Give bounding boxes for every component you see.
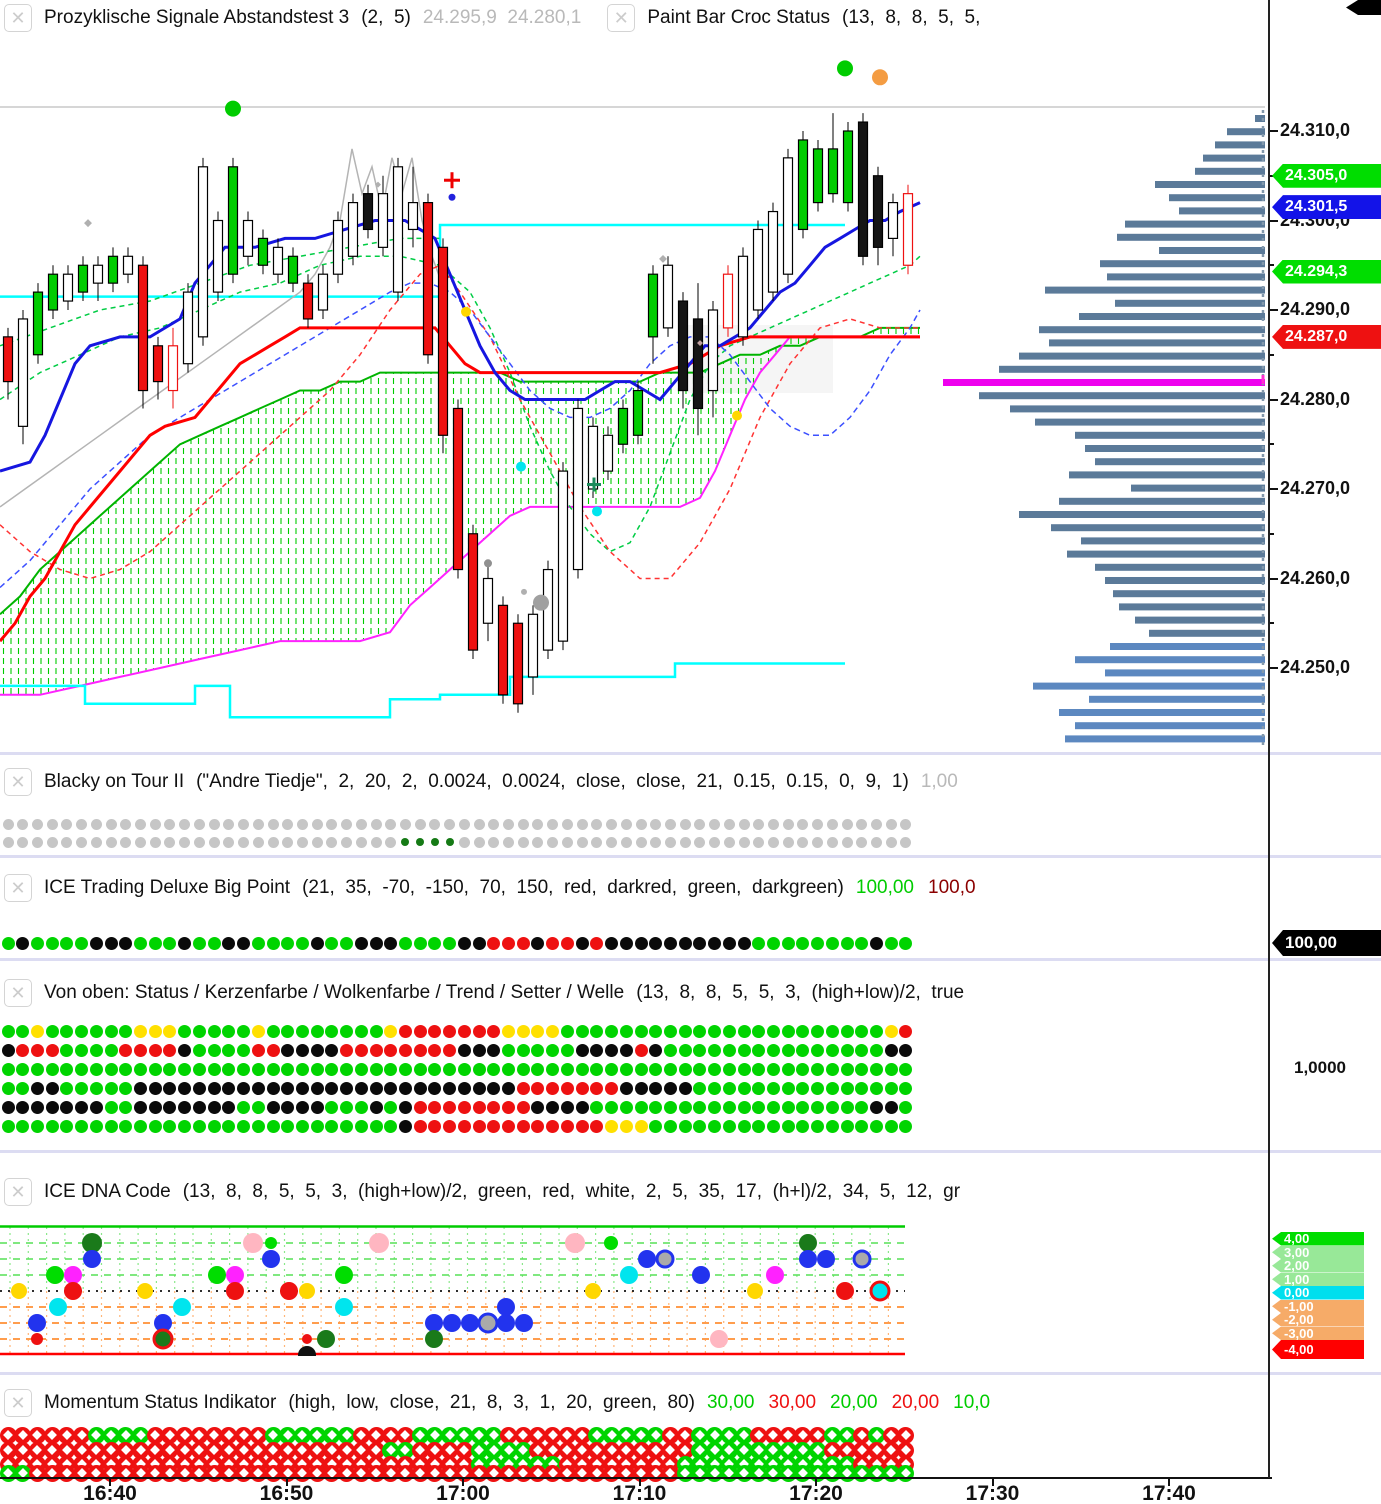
close-icon[interactable]: ✕ [4,768,32,796]
indicator-title-paintbar: Paint Bar Croc Status [647,7,831,28]
indicator-params: (high, low, close, 21, 8, 3, 1, 20, gree… [288,1392,695,1413]
indicator-title-momentum: Momentum Status Indikator [44,1392,277,1413]
close-icon[interactable]: ✕ [4,874,32,902]
indicator-title-prozyklische: Prozyklische Signale Abstandstest 3 [44,7,350,28]
panel-separator[interactable] [0,958,1381,961]
main-price-chart[interactable] [0,0,1268,752]
time-axis-line [0,1477,1272,1479]
close-icon[interactable]: ✕ [4,1178,32,1206]
dna-code-panel[interactable] [0,1225,1268,1356]
panel-separator[interactable] [0,752,1381,755]
indicator-params: (13, 8, 8, 5, 5, [842,7,981,28]
panel-separator[interactable] [0,855,1381,858]
momentum-panel-header: ✕ Momentum Status Indikator (high, low, … [4,1387,1266,1419]
close-icon[interactable]: ✕ [4,979,32,1007]
indicator-values: 24.295,9 24.280,1 [422,7,582,28]
price-marker-partial [1346,0,1381,15]
close-icon[interactable]: ✕ [4,4,32,32]
indicator-value: 1,00 [920,771,958,792]
indicator-title-blacky: Blacky on Tour II [44,771,185,792]
indicator-params: (13, 8, 8, 5, 5, 3, (high+low)/2, true [636,982,965,1003]
main-chart-header: ✕ Prozyklische Signale Abstandstest 3 (2… [4,2,1266,34]
blacky-panel-header: ✕ Blacky on Tour II ("Andre Tiedje", 2, … [4,766,1266,798]
indicator-params: (2, 5) [361,7,411,28]
indicator-title-dna: ICE DNA Code [44,1181,171,1202]
panel-separator[interactable] [0,1150,1381,1153]
dna-panel-header: ✕ ICE DNA Code (13, 8, 8, 5, 5, 3, (high… [4,1176,1266,1208]
panel-separator[interactable] [0,1372,1381,1375]
ice-trading-panel-header: ✕ ICE Trading Deluxe Big Point (21, 35, … [4,872,1266,904]
close-icon[interactable]: ✕ [607,4,636,32]
indicator-title-ice-trading: ICE Trading Deluxe Big Point [44,877,291,898]
indicator-params: (13, 8, 8, 5, 5, 3, (high+low)/2, green,… [182,1181,961,1202]
close-icon[interactable]: ✕ [4,1389,32,1417]
indicator-params: (21, 35, -70, -150, 70, 150, red, darkre… [302,877,844,898]
indicator-values: 30,00 30,00 20,00 20,00 10,0 [706,1392,991,1413]
indicator-params: ("Andre Tiedje", 2, 20, 2, 0.0024, 0.002… [196,771,909,792]
von-oben-panel-header: ✕ Von oben: Status / Kerzenfarbe / Wolke… [4,977,1266,1009]
indicator-title-von-oben: Von oben: Status / Kerzenfarbe / Wolkenf… [44,982,625,1003]
indicator-values: 100,00 100,0 [855,877,976,898]
axis-border [1268,0,1270,1478]
